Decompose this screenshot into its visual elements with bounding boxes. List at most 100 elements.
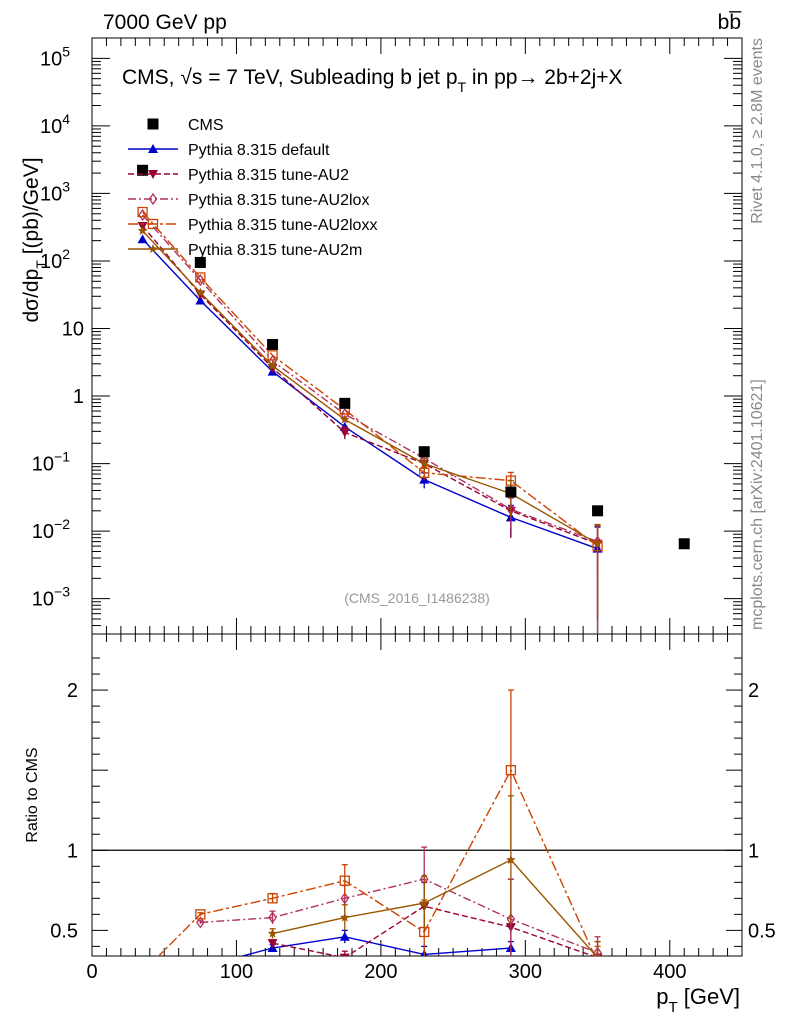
data-point bbox=[137, 164, 149, 176]
data-point bbox=[506, 913, 516, 926]
ratio-tick-label: 0.5 bbox=[50, 920, 78, 942]
y-tick-label: 10−3 bbox=[32, 584, 70, 611]
x-tick-label: 200 bbox=[364, 961, 397, 983]
series-line bbox=[142, 225, 598, 545]
ylabel-sub: T bbox=[33, 260, 49, 269]
data-point bbox=[505, 486, 517, 498]
series-pythia-8-315-tune-au2lox bbox=[138, 208, 602, 579]
legend-marker bbox=[147, 118, 159, 130]
series-pythia-8-315-tune-au2loxx bbox=[137, 206, 603, 634]
ylabel-part: dσ/dp bbox=[20, 269, 43, 323]
legend-item: Pythia 8.315 tune-AU2loxx bbox=[128, 217, 377, 234]
legend-item: CMS bbox=[147, 117, 224, 134]
legend-marker bbox=[148, 244, 158, 253]
chart-title-part: in pp→ 2b+2j+X bbox=[466, 66, 622, 89]
legend: CMS Pythia 8.315 default Pythia 8.315 tune… bbox=[128, 117, 377, 259]
y-tick-base: 10 bbox=[32, 521, 54, 543]
process-label: bb̅ bbox=[718, 11, 743, 34]
y-tick-label: 102 bbox=[40, 246, 70, 273]
data-point bbox=[137, 225, 148, 235]
data-point bbox=[418, 446, 430, 458]
rivet-label: Rivet 4.1.0, ≥ 2.8M events bbox=[749, 38, 766, 224]
series-pythia-8-315-tune-au2 bbox=[267, 878, 603, 956]
xlabel-part: p bbox=[656, 984, 668, 1009]
main-series-group bbox=[137, 164, 690, 634]
data-point bbox=[267, 338, 279, 350]
legend-label: Pythia 8.315 tune-AU2loxx bbox=[188, 217, 377, 234]
mcplots-label: mcplots.cern.ch [arXiv:2401.10621] bbox=[749, 379, 766, 630]
data-point bbox=[419, 458, 429, 468]
y-tick-base: 10 bbox=[40, 183, 62, 205]
series-line bbox=[272, 905, 596, 956]
legend-marker bbox=[148, 144, 158, 153]
ratio-tick-label: 2 bbox=[67, 680, 78, 702]
ratio-tick-label: 1 bbox=[67, 840, 78, 862]
data-point bbox=[593, 958, 602, 967]
data-point bbox=[340, 414, 350, 424]
data-point bbox=[419, 898, 429, 908]
legend-marker bbox=[148, 170, 158, 179]
y-tick-label: 1 bbox=[73, 386, 84, 408]
data-point bbox=[195, 287, 206, 297]
data-point bbox=[196, 274, 205, 287]
y-tick-exp: −2 bbox=[54, 516, 70, 532]
data-point bbox=[339, 428, 350, 438]
x-tick-label: 400 bbox=[653, 961, 686, 983]
data-point bbox=[340, 892, 350, 905]
y-tick-exp: 4 bbox=[62, 111, 70, 127]
y-tick-exp: 5 bbox=[62, 43, 70, 59]
y-tick-base: 10 bbox=[40, 251, 62, 273]
xlabel-part: [GeV] bbox=[678, 984, 740, 1009]
chart-title-part: = 7 TeV, Subleading b jet p bbox=[202, 66, 457, 89]
data-point bbox=[592, 505, 604, 517]
data-point bbox=[339, 875, 350, 886]
data-point bbox=[339, 397, 351, 409]
y-tick-label: 103 bbox=[40, 178, 70, 205]
data-point bbox=[267, 893, 278, 904]
legend-item: Pythia 8.315 tune-AU2 bbox=[128, 167, 349, 184]
y-tick-label: 10 bbox=[62, 319, 84, 341]
y-tick-label: 10−2 bbox=[32, 516, 70, 543]
x-axis-label: pT [GeV] bbox=[656, 984, 740, 1016]
y-tick-base: 10 bbox=[40, 48, 62, 70]
data-point bbox=[678, 538, 690, 550]
ratio-tick-label: 2 bbox=[748, 680, 759, 702]
y-tick-label: 10−1 bbox=[32, 449, 70, 476]
x-tick-label: 0 bbox=[86, 961, 97, 983]
y-tick-label: 105 bbox=[40, 43, 70, 70]
legend-item: Pythia 8.315 tune-AU2lox bbox=[128, 192, 369, 209]
data-point bbox=[505, 765, 517, 776]
data-point bbox=[137, 234, 148, 244]
legend-label: CMS bbox=[188, 117, 224, 134]
series-pythia-8-315-tune-au2 bbox=[137, 221, 603, 620]
energy-label: 7000 GeV pp bbox=[103, 11, 227, 34]
legend-marker bbox=[148, 192, 158, 206]
legend-label: Pythia 8.315 tune-AU2 bbox=[188, 167, 349, 184]
x-tick-label: 300 bbox=[509, 961, 542, 983]
data-point bbox=[267, 350, 278, 361]
ylabel-part: [(pb)/GeV] bbox=[20, 157, 43, 260]
data-point bbox=[138, 208, 147, 222]
y-tick-base: 10 bbox=[40, 116, 62, 138]
data-point bbox=[194, 256, 206, 268]
data-point bbox=[195, 272, 206, 283]
y-tick-exp: 3 bbox=[62, 178, 70, 194]
data-point bbox=[196, 916, 205, 929]
main-y-axis-label: dσ/dpT [(pb)/GeV] bbox=[20, 157, 49, 322]
legend-marker bbox=[147, 218, 159, 230]
series-pythia-8-315-tune-au2m bbox=[267, 795, 602, 956]
data-point bbox=[195, 962, 205, 971]
x-tick-label: 100 bbox=[220, 961, 253, 983]
chart-title-sub: T bbox=[458, 79, 467, 95]
data-point bbox=[267, 360, 278, 370]
y-tick-exp: −1 bbox=[54, 449, 70, 465]
legend-label: Pythia 8.315 tune-AU2m bbox=[188, 242, 362, 259]
ratio-tick-label: 0.5 bbox=[748, 920, 776, 942]
x-axis: 0 100 200 300 400 bbox=[86, 38, 743, 983]
series-line bbox=[142, 214, 598, 543]
data-point bbox=[268, 911, 277, 924]
data-point bbox=[195, 909, 206, 920]
ratio-series-group bbox=[157, 689, 603, 971]
